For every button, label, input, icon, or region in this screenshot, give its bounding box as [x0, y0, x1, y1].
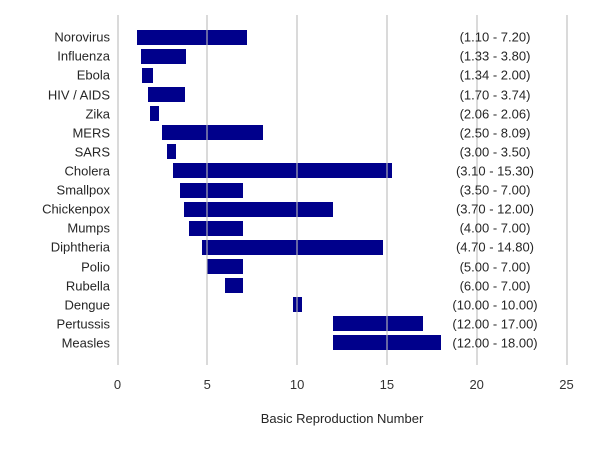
range-bar — [162, 125, 263, 141]
range-bar — [201, 239, 384, 255]
gridline-x-20 — [475, 15, 478, 365]
range-annotation: (3.00 - 3.50) — [459, 144, 531, 160]
y-axis-label: Chickenpox — [42, 201, 110, 217]
x-tick-label: 25 — [559, 377, 574, 392]
range-annotation: (2.50 - 8.09) — [459, 125, 531, 141]
x-axis-title: Basic Reproduction Number — [260, 411, 424, 426]
range-bar — [207, 259, 244, 275]
gridline-x-25 — [565, 15, 568, 365]
y-axis-label: Diphtheria — [50, 239, 110, 255]
range-bar — [173, 163, 393, 179]
range-annotation: (1.34 - 2.00) — [459, 67, 531, 83]
range-annotation: (2.06 - 2.06) — [459, 106, 531, 122]
y-axis-label: Smallpox — [56, 182, 110, 198]
y-axis-label: Rubella — [65, 278, 110, 294]
y-axis-label: HIV / AIDS — [47, 87, 110, 103]
y-axis-label: Zika — [85, 106, 110, 122]
range-bar — [225, 278, 244, 294]
range-bar — [180, 182, 244, 198]
y-axis-label: Mumps — [67, 220, 110, 236]
x-tick-label: 20 — [469, 377, 484, 392]
x-tick-label: 0 — [113, 377, 122, 392]
range-bar — [137, 29, 247, 45]
range-annotation: (12.00 - 18.00) — [452, 335, 538, 351]
y-axis-label: MERS — [72, 125, 110, 141]
y-axis-label: Pertussis — [56, 316, 110, 332]
range-bar — [189, 220, 244, 236]
range-bar — [333, 316, 423, 332]
gridline-x-0 — [116, 15, 119, 365]
range-annotation: (4.00 - 7.00) — [459, 220, 531, 236]
range-bar — [148, 87, 185, 103]
y-axis-label: Polio — [81, 259, 110, 275]
range-bar — [141, 67, 154, 83]
y-axis-label: Norovirus — [54, 29, 110, 45]
x-tick-label: 15 — [379, 377, 395, 392]
y-axis-label: Influenza — [57, 48, 110, 64]
range-annotation: (3.50 - 7.00) — [459, 182, 531, 198]
y-axis-label: Cholera — [64, 163, 110, 179]
gridline-x-15 — [385, 15, 388, 365]
range-annotation: (3.70 - 12.00) — [455, 201, 535, 217]
range-bar — [141, 48, 186, 64]
range-annotation: (1.70 - 3.74) — [459, 87, 531, 103]
y-axis-label: SARS — [74, 144, 110, 160]
range-bar — [183, 201, 333, 217]
range-annotation: (6.00 - 7.00) — [459, 278, 531, 294]
x-tick-label: 10 — [289, 377, 305, 392]
range-bar — [150, 106, 159, 122]
range-bar — [166, 144, 176, 160]
y-axis-label: Dengue — [64, 297, 110, 313]
range-annotation: (10.00 - 10.00) — [452, 297, 538, 313]
range-annotation: (5.00 - 7.00) — [459, 259, 531, 275]
range-annotation: (1.33 - 3.80) — [459, 48, 531, 64]
y-axis-label: Ebola — [76, 67, 110, 83]
gridline-x-10 — [296, 15, 299, 365]
range-annotation: (1.10 - 7.20) — [459, 29, 531, 45]
y-axis-label: Measles — [61, 335, 110, 351]
gridline-x-5 — [206, 15, 209, 365]
x-tick-label: 5 — [203, 377, 211, 392]
range-annotation: (3.10 - 15.30) — [455, 163, 535, 179]
range-annotation: (4.70 - 14.80) — [455, 239, 535, 255]
range-annotation: (12.00 - 17.00) — [452, 316, 538, 332]
